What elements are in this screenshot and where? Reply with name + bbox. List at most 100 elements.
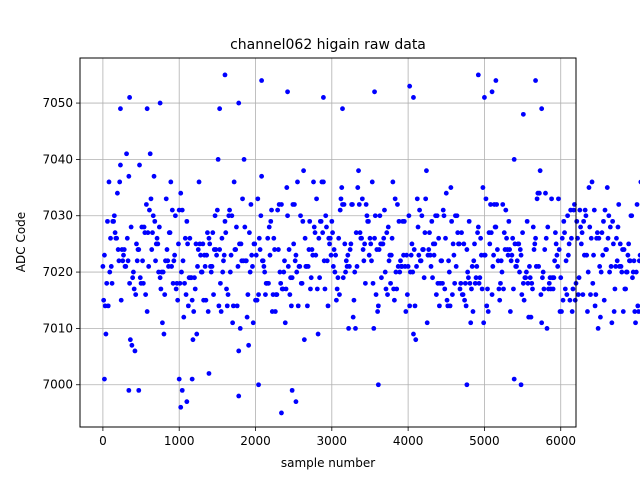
data-point (312, 230, 318, 236)
x-axis-label: sample number (281, 456, 375, 470)
data-point (626, 241, 632, 247)
data-point (473, 275, 479, 281)
data-point (520, 230, 525, 236)
data-point (538, 292, 544, 298)
data-point (291, 241, 297, 247)
data-point (379, 275, 384, 281)
data-point (511, 286, 516, 292)
data-point (484, 303, 490, 309)
data-point (289, 387, 295, 393)
data-point (127, 95, 132, 100)
data-point (635, 303, 640, 309)
data-point (608, 264, 614, 269)
data-point (579, 230, 585, 236)
data-point (292, 258, 298, 264)
data-point (578, 241, 584, 247)
data-point (346, 264, 352, 269)
data-point (305, 303, 310, 309)
data-point (177, 280, 183, 286)
data-point (507, 309, 513, 314)
data-point (194, 331, 200, 337)
data-point (565, 213, 571, 219)
data-point (578, 224, 583, 230)
data-point (493, 224, 499, 230)
data-point (348, 241, 354, 247)
data-point (607, 224, 613, 230)
data-point (559, 235, 565, 241)
data-point (108, 264, 114, 269)
data-point (375, 309, 380, 314)
data-point (563, 258, 569, 264)
data-point (153, 258, 158, 264)
data-point (233, 247, 239, 252)
data-point (514, 258, 520, 264)
data-point (179, 207, 185, 213)
x-tick-label: 4000 (393, 434, 424, 448)
data-point (325, 303, 331, 309)
data-point (452, 280, 458, 286)
data-point (321, 95, 326, 100)
x-axis-ticks: 0 1000 2000 3000 4000 5000 6000 (99, 427, 576, 448)
data-point (231, 179, 237, 185)
data-point (488, 230, 494, 236)
data-point (173, 286, 179, 292)
data-point (588, 292, 593, 298)
data-point (178, 404, 184, 410)
data-point (345, 252, 351, 258)
data-point (279, 202, 284, 207)
data-point (569, 309, 575, 314)
data-point (115, 247, 121, 252)
data-point (330, 264, 336, 269)
data-point (140, 258, 145, 264)
data-point (615, 224, 621, 230)
data-point (206, 371, 212, 376)
data-point (259, 173, 265, 179)
data-point (543, 190, 548, 196)
data-point (549, 196, 554, 202)
data-point (604, 247, 609, 252)
data-point (498, 258, 504, 264)
data-point (126, 387, 132, 393)
data-points (100, 72, 640, 416)
data-point (461, 241, 467, 247)
data-point (219, 235, 225, 241)
data-point (556, 247, 562, 252)
data-point (311, 179, 316, 185)
data-point (422, 230, 428, 236)
data-point (440, 207, 446, 213)
data-point (469, 264, 475, 269)
data-point (376, 247, 382, 252)
x-tick-label: 6000 (545, 434, 576, 448)
data-point (301, 168, 306, 174)
data-point (521, 297, 527, 303)
data-point (236, 393, 242, 399)
data-point (320, 230, 326, 236)
data-point (260, 258, 266, 264)
data-point (278, 280, 284, 286)
data-point (191, 309, 197, 314)
data-point (624, 269, 630, 275)
data-point (423, 196, 429, 202)
data-point (406, 213, 412, 219)
data-point (408, 252, 414, 258)
data-point (516, 241, 522, 247)
data-point (218, 280, 223, 286)
y-tick-label: 7030 (42, 209, 73, 223)
data-point (631, 258, 637, 264)
data-point (102, 252, 107, 258)
data-point (446, 258, 451, 264)
data-point (367, 235, 373, 241)
data-point (121, 247, 127, 252)
data-point (293, 399, 299, 405)
data-point (404, 292, 410, 298)
data-point (227, 207, 232, 213)
data-point (544, 326, 550, 331)
data-point (441, 213, 447, 219)
data-point (255, 196, 261, 202)
data-point (170, 280, 176, 286)
data-point (145, 230, 151, 236)
data-point (175, 297, 181, 303)
data-point (388, 252, 394, 258)
data-point (570, 286, 576, 292)
data-point (443, 235, 448, 241)
